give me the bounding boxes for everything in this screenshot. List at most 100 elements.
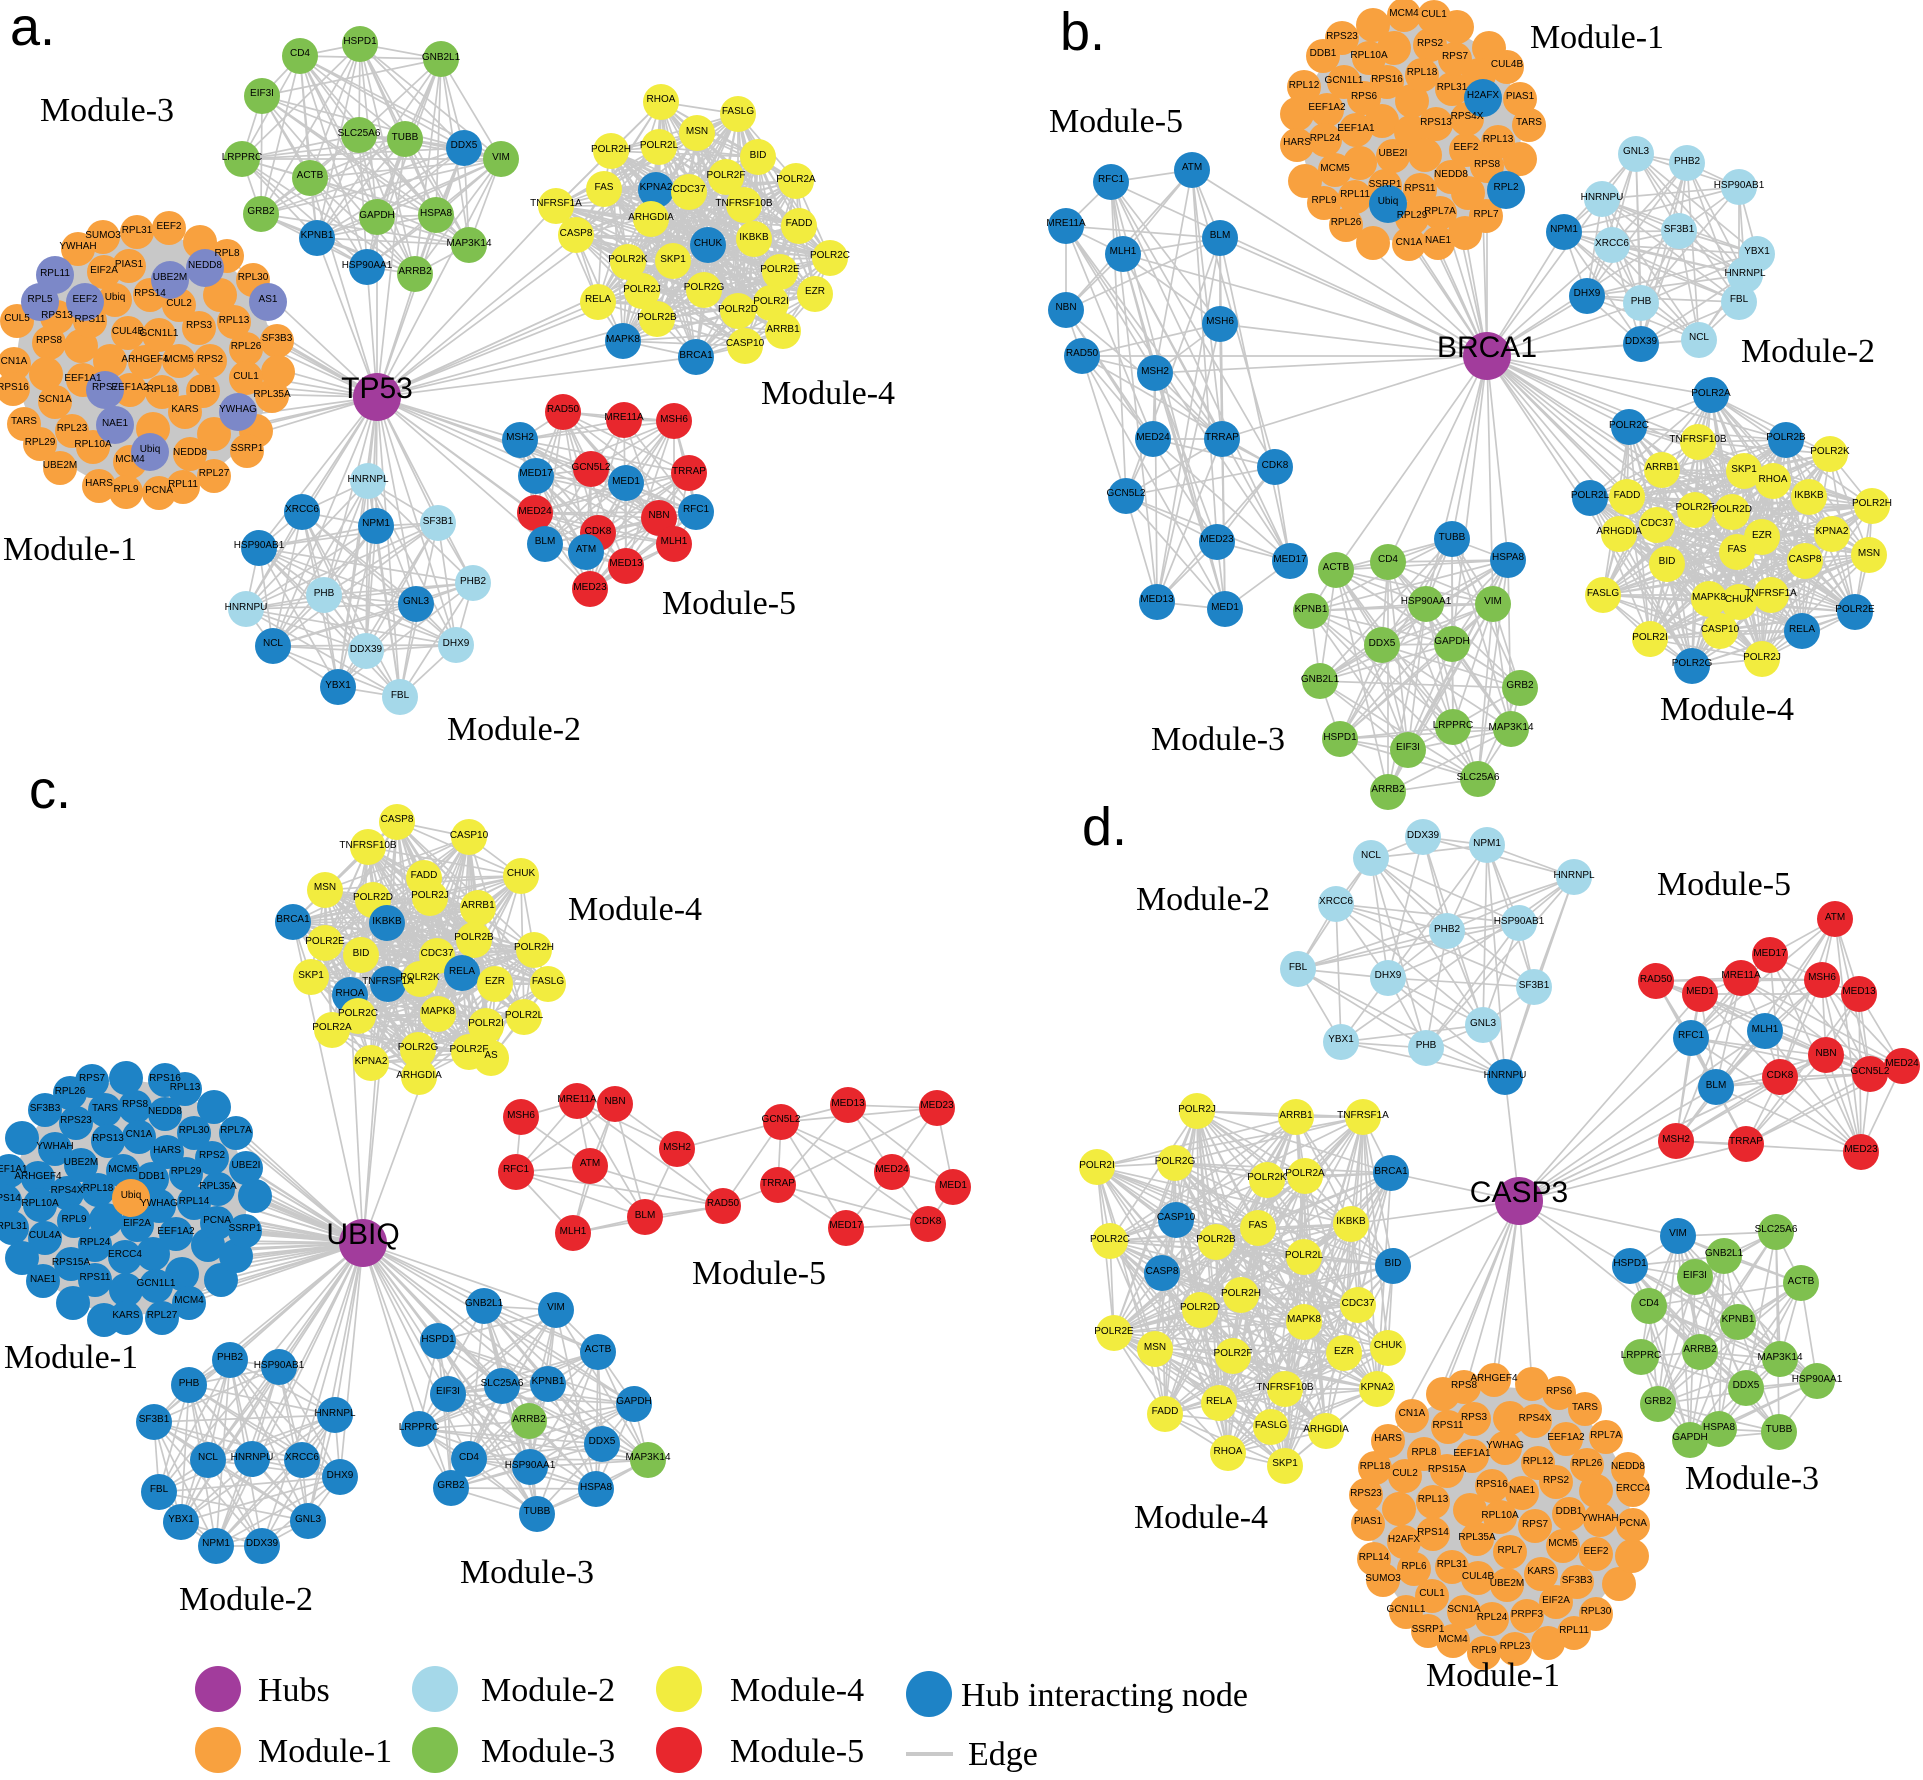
svg-text:TNFRSF1A: TNFRSF1A	[530, 198, 582, 209]
svg-text:POLR2F: POLR2F	[450, 1044, 489, 1055]
svg-text:ATM: ATM	[1182, 162, 1202, 173]
svg-text:Module-5: Module-5	[1657, 866, 1791, 903]
svg-text:MED24: MED24	[1885, 1058, 1919, 1069]
svg-text:RPL7: RPL7	[1473, 209, 1498, 220]
svg-text:RPS16: RPS16	[1371, 74, 1403, 85]
svg-text:Hubs: Hubs	[258, 1672, 330, 1709]
svg-text:HNRNPL: HNRNPL	[1553, 870, 1595, 881]
svg-text:TUBB: TUBB	[1439, 532, 1466, 543]
svg-text:RPL29: RPL29	[1397, 210, 1428, 221]
svg-text:MSH2: MSH2	[1141, 366, 1169, 377]
svg-text:SF3B1: SF3B1	[139, 1414, 170, 1425]
svg-text:PCNA: PCNA	[203, 1215, 231, 1226]
svg-text:GNL3: GNL3	[1470, 1018, 1497, 1029]
svg-text:POLR2C: POLR2C	[1609, 420, 1649, 431]
svg-text:GCN5L2: GCN5L2	[1107, 488, 1146, 499]
svg-text:RPL12: RPL12	[1289, 80, 1320, 91]
svg-text:KPNB1: KPNB1	[1295, 604, 1328, 615]
svg-text:RPL8: RPL8	[1411, 1447, 1436, 1458]
svg-text:POLR2L: POLR2L	[1571, 490, 1610, 501]
svg-text:RPL11: RPL11	[1559, 1625, 1589, 1636]
svg-text:RPS23: RPS23	[1326, 31, 1358, 42]
svg-text:RPL11: RPL11	[40, 268, 70, 279]
svg-text:TARS: TARS	[11, 416, 37, 427]
svg-text:TUBB: TUBB	[524, 1506, 551, 1517]
svg-text:ACTB: ACTB	[1788, 1276, 1815, 1287]
svg-text:TNFRSF10B: TNFRSF10B	[339, 840, 397, 851]
svg-text:FASLG: FASLG	[1587, 588, 1619, 599]
svg-text:HNRNPU: HNRNPU	[225, 602, 268, 613]
svg-text:RFC1: RFC1	[1678, 1030, 1705, 1041]
svg-text:HNRNPL: HNRNPL	[314, 1408, 356, 1419]
svg-text:RELA: RELA	[449, 966, 475, 977]
svg-text:HSPA8: HSPA8	[1703, 1422, 1735, 1433]
svg-text:CUL4A: CUL4A	[29, 1230, 62, 1241]
svg-text:TNFRSF10B: TNFRSF10B	[1256, 1382, 1314, 1393]
svg-text:RPS3: RPS3	[1461, 1412, 1488, 1423]
svg-text:FASLG: FASLG	[532, 976, 564, 987]
svg-text:RPS7: RPS7	[92, 382, 119, 393]
svg-text:RELA: RELA	[1789, 624, 1815, 635]
svg-text:RPL24: RPL24	[1310, 133, 1341, 144]
svg-text:HARS: HARS	[85, 478, 113, 489]
svg-text:RPL27: RPL27	[199, 468, 230, 479]
svg-text:MAPK8: MAPK8	[1287, 1314, 1321, 1325]
svg-text:POLR2A: POLR2A	[1285, 1168, 1325, 1179]
svg-text:NCL: NCL	[198, 1452, 218, 1463]
svg-text:NEDD8: NEDD8	[188, 260, 222, 271]
svg-text:Module-4: Module-4	[730, 1672, 864, 1709]
svg-text:RPS8: RPS8	[122, 1099, 149, 1110]
svg-text:Module-5: Module-5	[1049, 103, 1183, 140]
svg-text:GNL3: GNL3	[1623, 146, 1650, 157]
svg-text:POLR2L: POLR2L	[640, 140, 679, 151]
svg-text:Module-2: Module-2	[179, 1581, 313, 1618]
svg-text:MED13: MED13	[1842, 986, 1876, 997]
svg-text:HARS: HARS	[1283, 137, 1311, 148]
svg-text:UBE2M: UBE2M	[43, 460, 77, 471]
svg-text:CASP8: CASP8	[1789, 554, 1822, 565]
svg-text:Module-4: Module-4	[1134, 1499, 1268, 1536]
svg-text:NPM1: NPM1	[1473, 838, 1501, 849]
svg-text:NBN: NBN	[604, 1096, 625, 1107]
svg-text:RPS23: RPS23	[60, 1115, 92, 1126]
svg-text:POLR2B: POLR2B	[1196, 1234, 1236, 1245]
svg-text:POLR2E: POLR2E	[1094, 1326, 1134, 1337]
svg-text:GAPDH: GAPDH	[359, 210, 395, 221]
svg-text:RPL11: RPL11	[1340, 189, 1370, 200]
svg-text:VIM: VIM	[1669, 1228, 1687, 1239]
svg-text:GCN1L1: GCN1L1	[1325, 75, 1364, 86]
svg-text:RPS23: RPS23	[1350, 1488, 1382, 1499]
svg-text:POLR2J: POLR2J	[1743, 652, 1781, 663]
svg-text:YWHAH: YWHAH	[36, 1141, 73, 1152]
svg-text:RPS11: RPS11	[75, 314, 106, 325]
svg-text:AS: AS	[484, 1050, 498, 1061]
svg-text:YWHAG: YWHAG	[140, 1198, 178, 1209]
svg-text:DHX9: DHX9	[327, 1470, 354, 1481]
svg-text:DHX9: DHX9	[443, 638, 470, 649]
svg-text:RPL6: RPL6	[1401, 1561, 1426, 1572]
svg-text:POLR2K: POLR2K	[608, 254, 648, 265]
svg-text:POLR2B: POLR2B	[454, 932, 494, 943]
svg-text:RPL14: RPL14	[1359, 1552, 1390, 1563]
svg-text:POLR2I: POLR2I	[753, 296, 789, 307]
svg-text:TNFRSF1A: TNFRSF1A	[1337, 1110, 1389, 1121]
svg-text:RHOA: RHOA	[1759, 474, 1788, 485]
svg-text:SCN1A: SCN1A	[1447, 1604, 1481, 1615]
svg-text:NBN: NBN	[1815, 1048, 1836, 1059]
svg-text:RHOA: RHOA	[336, 988, 365, 999]
svg-text:LRPPRC: LRPPRC	[1621, 1350, 1662, 1361]
svg-text:HNRNPL: HNRNPL	[347, 474, 389, 485]
svg-text:PHB2: PHB2	[217, 1352, 244, 1363]
svg-text:d.: d.	[1082, 797, 1127, 857]
svg-text:KARS: KARS	[1527, 1566, 1555, 1577]
svg-text:HSPD1: HSPD1	[343, 36, 377, 47]
svg-text:Module-3: Module-3	[40, 92, 174, 129]
svg-text:CASP10: CASP10	[1157, 1212, 1196, 1223]
svg-text:b.: b.	[1060, 2, 1105, 62]
svg-text:GNB2L1: GNB2L1	[1301, 674, 1340, 685]
svg-text:SLC25A6: SLC25A6	[481, 1378, 524, 1389]
svg-text:RAD50: RAD50	[547, 404, 580, 415]
svg-text:MSN: MSN	[1858, 548, 1880, 559]
svg-text:HSPA8: HSPA8	[1492, 552, 1524, 563]
svg-text:RPL35A: RPL35A	[199, 1181, 237, 1192]
